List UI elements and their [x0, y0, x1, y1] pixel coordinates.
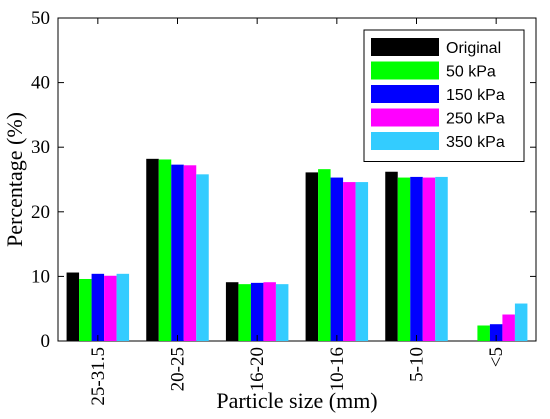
bar-150-kpa-2 — [250, 282, 264, 341]
bar-350-kpa-3 — [355, 182, 369, 341]
legend-label: Original — [446, 40, 501, 57]
bar-250-kpa-5 — [502, 314, 515, 341]
bar-150-kpa-1 — [171, 164, 184, 341]
y-axis-label: Percentage (%) — [2, 112, 27, 247]
x-tick-label: <5 — [486, 347, 507, 367]
bar-50-kpa-2 — [238, 284, 251, 341]
bar-original-4 — [385, 171, 398, 341]
bar-350-kpa-4 — [435, 176, 448, 341]
x-tick-label: 16-20 — [247, 347, 268, 391]
bar-original-1 — [146, 158, 159, 341]
bar-150-kpa-5 — [489, 324, 503, 341]
bar-50-kpa-4 — [397, 177, 411, 341]
bar-150-kpa-0 — [91, 273, 105, 341]
bar-50-kpa-3 — [318, 169, 331, 341]
x-tick-label: 5-10 — [407, 347, 428, 382]
axes-layer: 0 10 20 30 40 50 25-31.5 20-25 16-20 10-16 5-10 <5 — [31, 8, 536, 406]
legend-swatch — [371, 108, 439, 127]
bar-350-kpa-2 — [275, 284, 289, 341]
legend-label: 150 kPa — [446, 87, 505, 104]
bar-original-3 — [305, 172, 319, 341]
bar-250-kpa-3 — [343, 182, 356, 341]
legend-swatch — [371, 132, 439, 150]
y-tick-label: 40 — [31, 73, 50, 94]
bars-layer — [66, 158, 528, 341]
bar-250-kpa-0 — [104, 275, 117, 341]
legend-swatch — [371, 85, 439, 103]
legend-swatch — [371, 38, 439, 56]
y-tick-label: 10 — [31, 266, 50, 287]
bar-250-kpa-4 — [422, 177, 436, 341]
y-tick-label: 50 — [31, 8, 50, 29]
legend-label: 50 kPa — [446, 64, 496, 81]
x-tick-label: 20-25 — [168, 347, 189, 391]
bar-150-kpa-3 — [330, 177, 344, 341]
legend-label: 350 kPa — [446, 134, 505, 151]
bar-250-kpa-1 — [183, 165, 197, 341]
legend-swatch — [371, 61, 439, 80]
bar-original-0 — [66, 272, 80, 341]
legend: Original 50 kPa 150 kPa 250 kPa 350 kPa — [363, 29, 525, 162]
bar-50-kpa-5 — [477, 325, 490, 341]
bar-350-kpa-1 — [196, 174, 209, 341]
y-tick-label: 0 — [41, 331, 51, 352]
legend-label: 250 kPa — [446, 111, 505, 128]
y-tick-label: 20 — [31, 202, 50, 223]
bar-350-kpa-0 — [116, 273, 130, 341]
bar-150-kpa-4 — [410, 176, 423, 341]
x-axis-label: Particle size (mm) — [216, 388, 377, 413]
bar-50-kpa-0 — [79, 278, 92, 341]
x-tick-label: 10-16 — [327, 347, 348, 391]
y-tick-label: 30 — [31, 137, 50, 158]
x-tick-label: 25-31.5 — [88, 347, 109, 406]
bar-350-kpa-5 — [514, 303, 528, 341]
bar-250-kpa-2 — [263, 282, 276, 341]
bar-original-2 — [225, 282, 239, 341]
bar-50-kpa-1 — [158, 159, 172, 341]
